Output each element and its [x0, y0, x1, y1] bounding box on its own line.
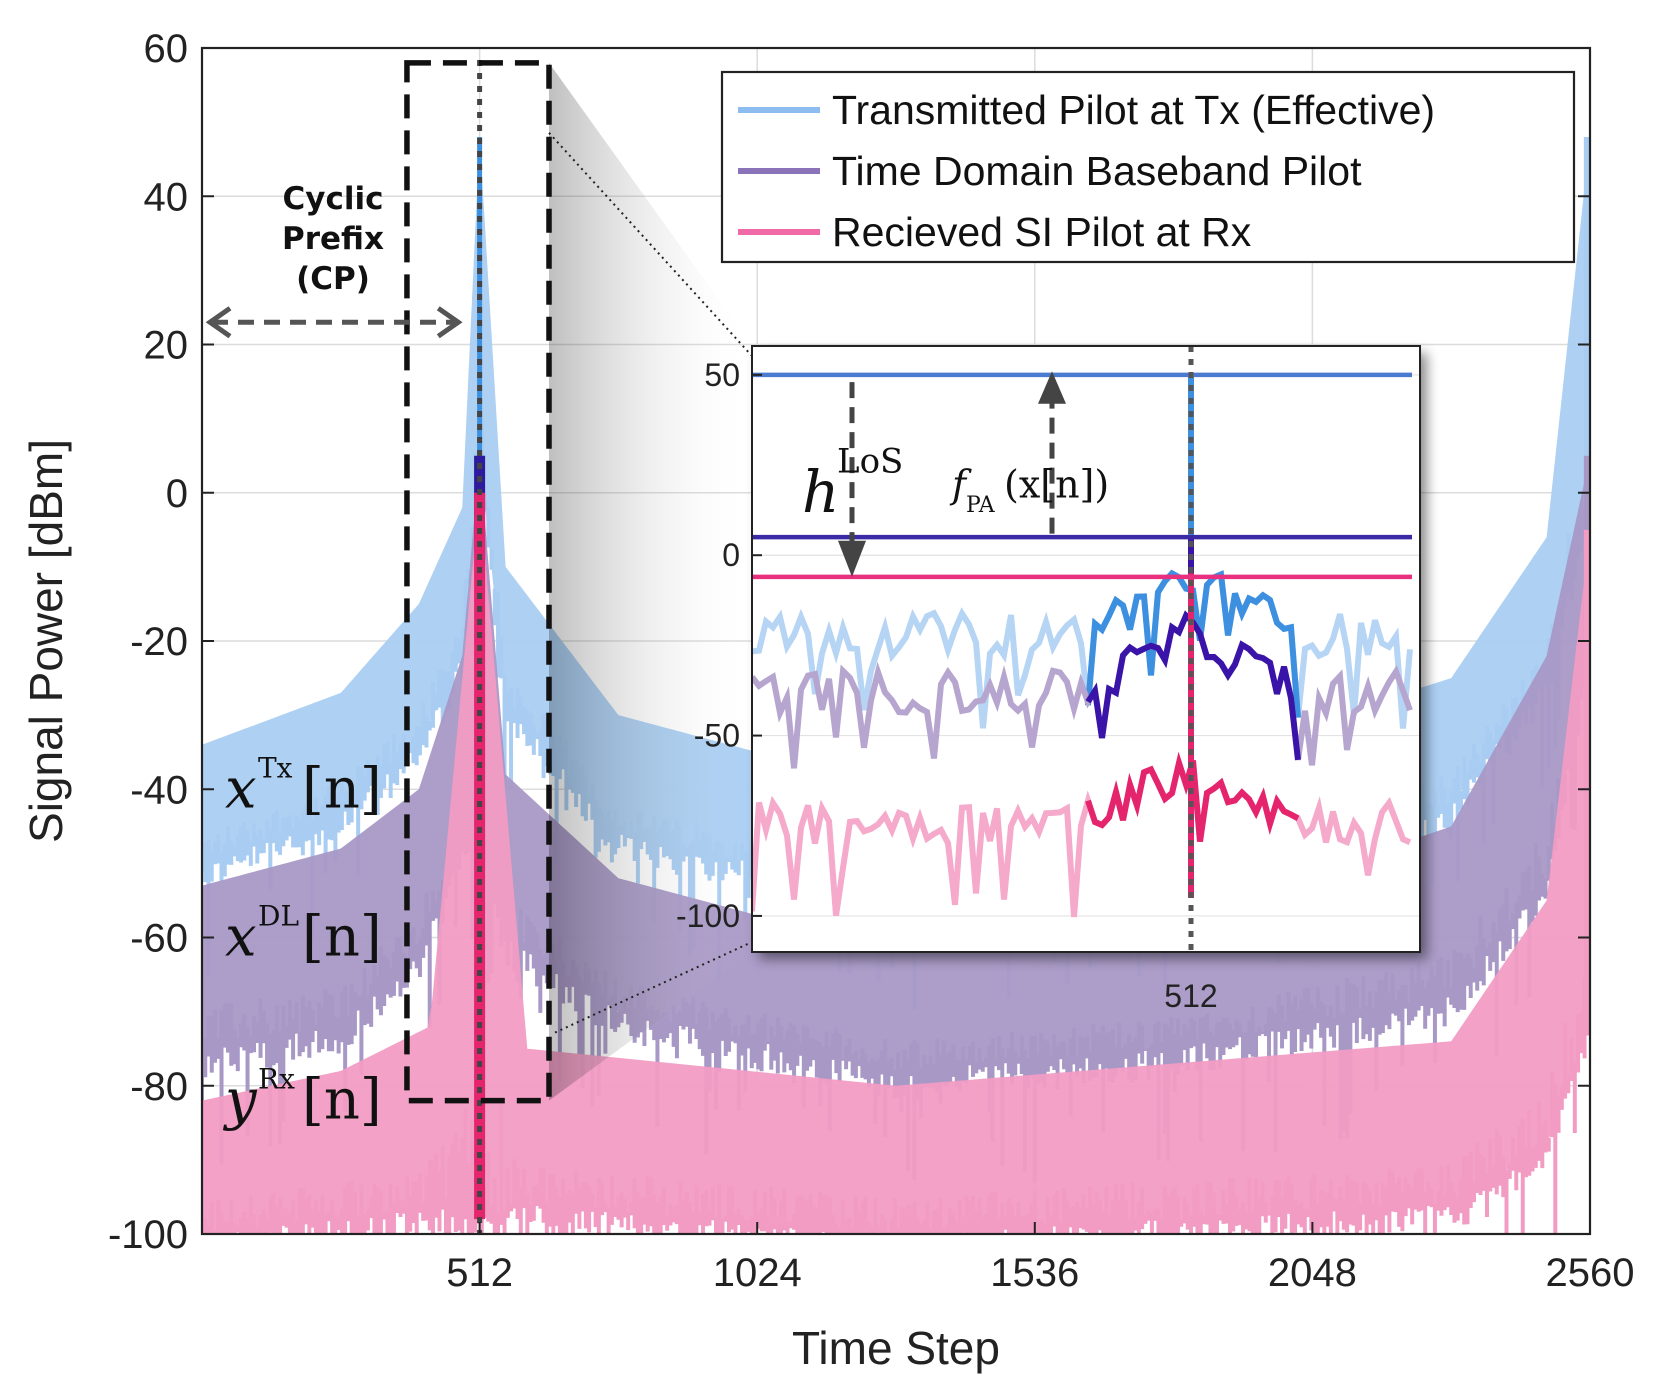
y-tick-label: -40 [130, 768, 188, 812]
inset-series-trace [752, 610, 1413, 769]
inset-y-axis: 50 0 -50 -100 [676, 357, 762, 934]
y-tick-label: -100 [108, 1213, 188, 1257]
x-tick-label: 1536 [990, 1251, 1079, 1295]
trace-label-base: y [222, 1068, 258, 1133]
y-tick-label: 60 [144, 27, 189, 71]
y-axis-label: Signal Power [dBm] [20, 439, 72, 843]
x-tick-label: 2048 [1268, 1251, 1357, 1295]
f-pa-arrow-head [1038, 371, 1066, 404]
trace-label-base: x [225, 756, 257, 821]
y-tick-label: -20 [130, 620, 188, 664]
trace-label-sup: Tx [258, 751, 293, 784]
trace-label-dl: x DL [n] [225, 900, 382, 970]
trace-label-arg: [n] [302, 756, 382, 821]
zoom-connector-bottom [554, 941, 753, 1034]
cp-label-line-3: (CP) [296, 261, 370, 297]
x-tick-label: 1024 [713, 1251, 802, 1295]
zoom-connector-top [548, 132, 753, 357]
inset-frame [751, 345, 1421, 953]
trace-label-base: x [225, 905, 257, 970]
inset-series [752, 346, 1413, 952]
cp-label-line-1: Cyclic [283, 181, 384, 217]
trace-label-tx: x Tx [n] [225, 751, 382, 821]
cp-arrow-head-left [205, 306, 232, 339]
cp-arrow-head-right [436, 306, 463, 339]
series-3 [202, 492, 1590, 1234]
f-pa-sub: PA [966, 493, 996, 518]
inset-x-tick-label: 512 [1164, 978, 1217, 1014]
x-axis: 512 1024 1536 2048 2560 [446, 1222, 1634, 1295]
legend-entry-label: Transmitted Pilot at Tx (Effective) [832, 87, 1435, 133]
cyclic-prefix-box [404, 60, 552, 1104]
h-los-arrow-head [838, 540, 866, 577]
trace-label-arg: [n] [302, 905, 382, 970]
trace-labels: x Tx [n]x DL [n]y Rx [n] [222, 751, 382, 1132]
x-tick-label: 512 [446, 1251, 513, 1295]
inset-series-trace [752, 569, 1413, 729]
cp-label-line-2: Prefix [282, 221, 384, 257]
inset-y-tick-label: 0 [722, 537, 740, 573]
series-noise [202, 970, 1590, 1234]
inset-y-tick-label: 50 [704, 357, 740, 393]
legend-entry-label: Recieved SI Pilot at Rx [832, 209, 1252, 255]
x-axis-label: Time Step [792, 1322, 1000, 1374]
cyclic-prefix-annotation: Cyclic Prefix (CP) [205, 181, 463, 339]
y-tick-label: -80 [130, 1065, 188, 1109]
inset-series-trace [752, 751, 1412, 918]
y-tick-label: 40 [144, 175, 189, 219]
trace-label-sup: DL [258, 900, 299, 933]
y-tick-label: -60 [130, 917, 188, 961]
f-pa-arg: (x[n]) [1004, 463, 1109, 507]
y-tick-label: 0 [166, 472, 188, 516]
legend: Transmitted Pilot at Tx (Effective) Time … [720, 70, 1576, 264]
inset-y-tick-label: -100 [676, 898, 740, 934]
y-tick-label: 20 [144, 324, 189, 368]
inset-y-tick-label: -50 [694, 718, 740, 754]
legend-entry-label: Time Domain Baseband Pilot [832, 148, 1362, 194]
y-axis: 60 40 20 0 -20 -40 -60 -80 -100 [108, 27, 1590, 1257]
trace-label-arg: [n] [302, 1068, 382, 1133]
trace-label-sup: Rx [258, 1063, 295, 1096]
zoom-projection [549, 62, 752, 1101]
h-los-sup: LoS [837, 441, 903, 481]
x-tick-label: 2560 [1546, 1251, 1635, 1295]
h-los-base: h [802, 458, 839, 526]
legend-box [720, 70, 1576, 264]
trace-label-rx: y Rx [n] [222, 1063, 382, 1133]
